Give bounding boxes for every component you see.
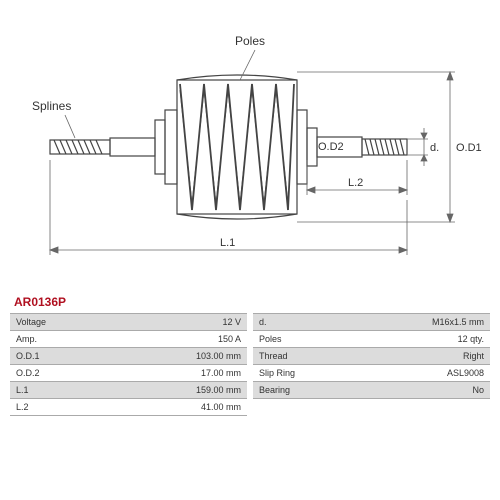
spec-value: ASL9008 (383, 365, 490, 381)
spec-row: L.1159.00 mm (10, 382, 247, 399)
splines-callout: Splines (32, 99, 71, 113)
spec-row: Amp.150 A (10, 331, 247, 348)
spec-value: 150 A (140, 331, 247, 347)
spec-value: 159.00 mm (140, 382, 247, 398)
spec-label: Poles (253, 331, 383, 347)
spec-row: O.D.217.00 mm (10, 365, 247, 382)
spec-value: 12 V (140, 314, 247, 330)
spec-value: No (383, 382, 490, 398)
spec-row: Voltage12 V (10, 314, 247, 331)
part-number: AR0136P (14, 295, 490, 309)
poles-callout: Poles (235, 34, 265, 48)
spec-label: Voltage (10, 314, 140, 330)
spec-row: Slip RingASL9008 (253, 365, 490, 382)
spec-row: Poles12 qty. (253, 331, 490, 348)
spec-value: M16x1.5 mm (383, 314, 490, 330)
spec-label: O.D.1 (10, 348, 140, 364)
spec-col-right: d.M16x1.5 mmPoles12 qty.ThreadRightSlip … (253, 313, 490, 416)
spec-row: ThreadRight (253, 348, 490, 365)
spec-value: 12 qty. (383, 331, 490, 347)
spec-row: d.M16x1.5 mm (253, 314, 490, 331)
spec-label: Bearing (253, 382, 383, 398)
spec-value: 17.00 mm (140, 365, 247, 381)
spec-label: Thread (253, 348, 383, 364)
spec-label: Amp. (10, 331, 140, 347)
spec-label: O.D.2 (10, 365, 140, 381)
spec-label: Slip Ring (253, 365, 383, 381)
spec-row: O.D.1103.00 mm (10, 348, 247, 365)
dim-od2-label: O.D2 (318, 141, 344, 153)
dim-l2-label: L.2 (348, 177, 363, 189)
spec-row: BearingNo (253, 382, 490, 399)
spec-value: 41.00 mm (140, 399, 247, 415)
dim-od1-label: O.D1 (456, 142, 482, 154)
spec-value: 103.00 mm (140, 348, 247, 364)
spec-label: d. (253, 314, 383, 330)
spec-table: Voltage12 VAmp.150 AO.D.1103.00 mmO.D.21… (10, 313, 490, 416)
spec-label: L.2 (10, 399, 140, 415)
spec-row: L.241.00 mm (10, 399, 247, 416)
dim-d-label: d. (430, 142, 439, 154)
spec-label: L.1 (10, 382, 140, 398)
technical-diagram: O.D1 d. O.D2 L.2 L.1 (10, 10, 490, 290)
spec-value: Right (383, 348, 490, 364)
dim-l1-label: L.1 (220, 237, 235, 249)
spec-col-left: Voltage12 VAmp.150 AO.D.1103.00 mmO.D.21… (10, 313, 247, 416)
